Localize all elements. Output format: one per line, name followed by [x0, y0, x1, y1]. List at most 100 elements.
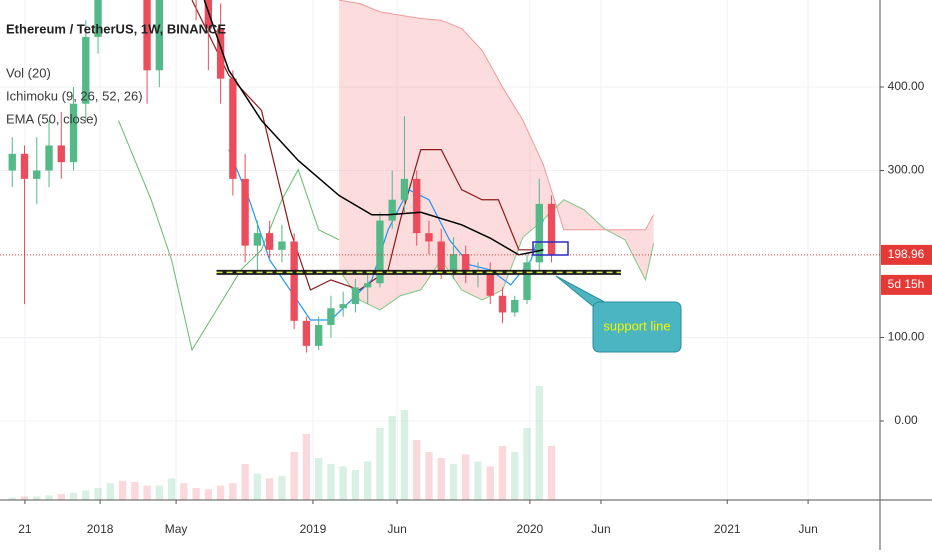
volume-bar — [498, 446, 507, 500]
volume-bar — [547, 446, 556, 500]
volume-bar — [33, 496, 41, 500]
indicator-legend: Ichimoku (9, 26, 52, 26) — [6, 88, 143, 103]
volume-bar — [400, 410, 409, 500]
candle-body — [20, 153, 29, 179]
volume-bar — [327, 464, 335, 500]
volume-bar — [45, 495, 53, 500]
candle-body — [413, 178, 421, 234]
candle-body — [339, 304, 347, 309]
candle-body — [364, 283, 372, 288]
candle-body — [229, 78, 237, 179]
candle-body — [376, 220, 384, 284]
volume-bar — [192, 488, 200, 500]
candle-body — [278, 241, 286, 250]
candle-body — [498, 295, 507, 313]
volume-bar — [204, 489, 213, 500]
volume-bar — [180, 483, 188, 500]
y-tick-label: 0.00 — [894, 413, 918, 427]
ema-line — [203, 0, 544, 256]
candle-body — [8, 153, 16, 171]
volume-bar — [131, 482, 139, 500]
volume-bar — [376, 428, 384, 500]
x-tick-label: Jun — [798, 522, 817, 536]
x-tick-label: 21 — [18, 522, 32, 536]
candle-body — [241, 178, 249, 246]
volume-bar — [8, 497, 16, 500]
volume-bar — [229, 483, 237, 500]
leading-span-a — [339, 0, 655, 231]
candle-body — [449, 254, 458, 271]
volume-bar — [449, 464, 458, 500]
y-tick-label: 400.00 — [888, 79, 925, 93]
candle-body — [400, 178, 409, 200]
candle-body — [204, 0, 213, 29]
volume-bar — [474, 461, 482, 500]
x-tick-label: May — [165, 522, 188, 536]
x-tick-label: Jun — [387, 522, 406, 536]
lagging-span — [118, 120, 340, 352]
volume-bar — [118, 480, 127, 500]
volume-bar — [535, 386, 543, 500]
last-price-box — [881, 244, 932, 265]
volume-bar — [69, 492, 78, 500]
volume-bar — [278, 476, 286, 500]
base-line — [191, 0, 544, 291]
plot-area — [0, 0, 880, 500]
y-tick-label: 300.00 — [888, 163, 925, 177]
candle-body — [253, 233, 262, 246]
volume-bar — [339, 466, 347, 500]
candle-body — [351, 287, 360, 305]
volume-bar — [364, 461, 372, 500]
volume-bar — [241, 464, 249, 500]
candle-body — [388, 199, 396, 221]
x-tick-label: 2018 — [87, 522, 114, 536]
volume-bar — [437, 458, 445, 500]
drawn-rectangle — [532, 241, 569, 256]
candle-body — [143, 0, 151, 71]
volume-bar — [511, 452, 519, 500]
conversion-line — [228, 149, 544, 321]
candle-body — [523, 262, 531, 300]
volume-bar — [290, 452, 298, 500]
candle-body — [511, 299, 519, 313]
volume-bar — [486, 466, 494, 500]
candle-body — [82, 36, 90, 104]
candle-body — [265, 233, 274, 250]
callout-text: support line — [603, 318, 670, 333]
x-tick-label: 2021 — [714, 522, 741, 536]
callout-box — [592, 301, 682, 353]
candle-body — [33, 170, 41, 179]
candle-body — [314, 324, 323, 346]
countdown-label: 5d 15h — [888, 277, 925, 291]
volume-bar — [20, 496, 29, 500]
candle-body — [216, 28, 225, 79]
x-tick-label: 2020 — [517, 522, 544, 536]
candle-body — [462, 254, 470, 275]
countdown-box — [881, 274, 932, 295]
volume-bar — [388, 416, 396, 500]
candle-body — [547, 203, 556, 255]
candle-body — [57, 145, 65, 163]
volume-bar — [57, 494, 65, 500]
x-tick-label: Jun — [591, 522, 610, 536]
candle-body — [302, 320, 311, 346]
candle-body — [69, 103, 78, 163]
candle-body — [425, 233, 433, 242]
volume-bar — [462, 454, 470, 500]
candle-body — [45, 145, 53, 171]
volume-bar — [413, 440, 421, 500]
volume-bar — [106, 483, 114, 500]
x-tick-label: 2019 — [300, 522, 327, 536]
candle-body — [155, 0, 164, 71]
volume-bar — [155, 485, 164, 500]
indicator-legend: EMA (50, close) — [6, 111, 98, 126]
volume-bar — [302, 434, 311, 500]
volume-bar — [167, 478, 176, 500]
volume-bar — [216, 485, 225, 500]
overlay: support line — [532, 241, 682, 353]
volume-bar — [265, 478, 274, 500]
candle-body — [486, 270, 494, 296]
volume-bar — [314, 458, 323, 500]
volume-bar — [425, 452, 433, 500]
